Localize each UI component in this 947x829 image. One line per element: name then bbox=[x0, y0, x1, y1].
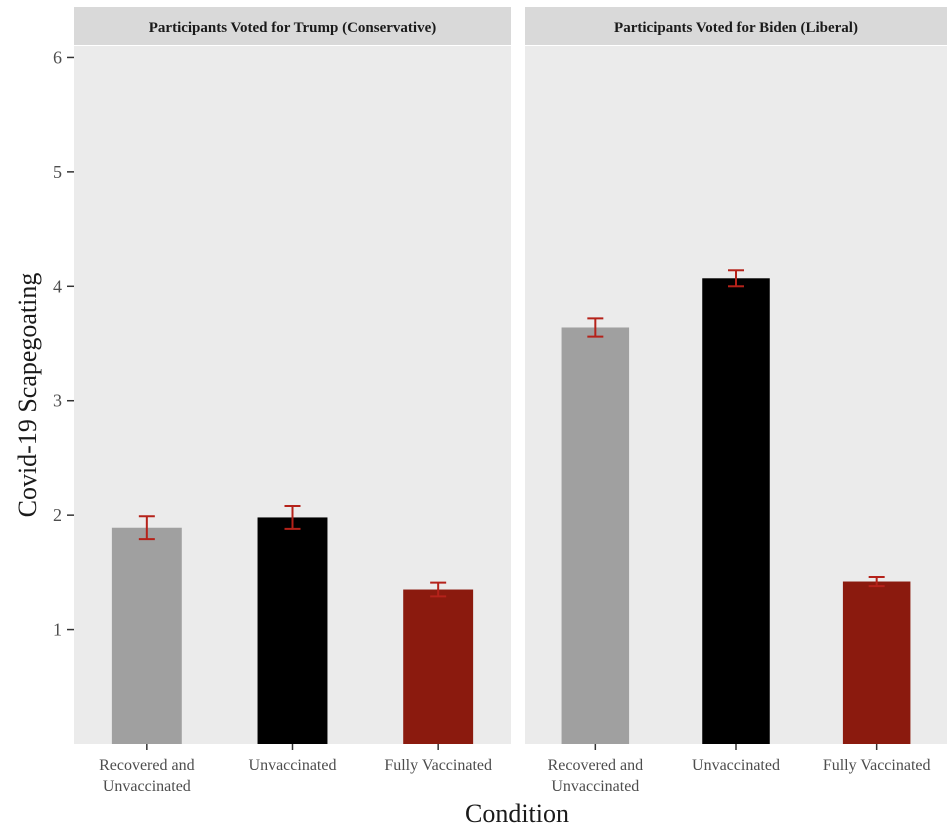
x-tick-label: Fully Vaccinated bbox=[823, 757, 931, 774]
panel-title: Participants Voted for Biden (Liberal) bbox=[614, 20, 858, 36]
x-axis-title: Condition bbox=[465, 799, 569, 828]
bar bbox=[257, 517, 328, 744]
y-tick-label: 2 bbox=[53, 505, 62, 525]
bar bbox=[842, 581, 911, 744]
y-axis: 1 2 3 4 5 6 bbox=[53, 47, 74, 640]
error-bar bbox=[284, 504, 301, 530]
error-bar bbox=[728, 269, 744, 288]
y-tick-label: 3 bbox=[53, 391, 62, 411]
panels: Participants Voted for Trump (Conservati… bbox=[74, 7, 947, 795]
bar bbox=[403, 589, 474, 744]
bar bbox=[561, 327, 630, 744]
y-tick-label: 5 bbox=[53, 162, 62, 182]
error-bar bbox=[138, 515, 155, 541]
panel-2: Participants Voted for Biden (Liberal) Re… bbox=[525, 7, 947, 795]
error-bar bbox=[430, 581, 447, 598]
bar bbox=[111, 527, 182, 744]
bar bbox=[702, 278, 770, 744]
x-tick-label: Recovered and Unvaccinated bbox=[99, 757, 195, 795]
x-tick-label: Unvaccinated bbox=[249, 757, 337, 774]
y-tick-label: 4 bbox=[53, 276, 62, 296]
panel-strip bbox=[74, 7, 511, 45]
error-bar bbox=[587, 317, 604, 338]
error-bar bbox=[868, 575, 885, 588]
x-tick-label: Recovered and Unvaccinated bbox=[548, 757, 644, 795]
y-axis-title: Covid-19 Scapegoating bbox=[13, 273, 42, 518]
y-tick-label: 1 bbox=[53, 620, 62, 640]
panel-strip bbox=[525, 7, 947, 45]
x-tick-label: Unvaccinated bbox=[692, 757, 780, 774]
y-tick-label: 6 bbox=[53, 47, 62, 67]
panel-1: Participants Voted for Trump (Conservati… bbox=[74, 7, 511, 795]
panel-title: Participants Voted for Trump (Conservati… bbox=[149, 20, 436, 36]
x-tick-label: Fully Vaccinated bbox=[384, 757, 492, 774]
